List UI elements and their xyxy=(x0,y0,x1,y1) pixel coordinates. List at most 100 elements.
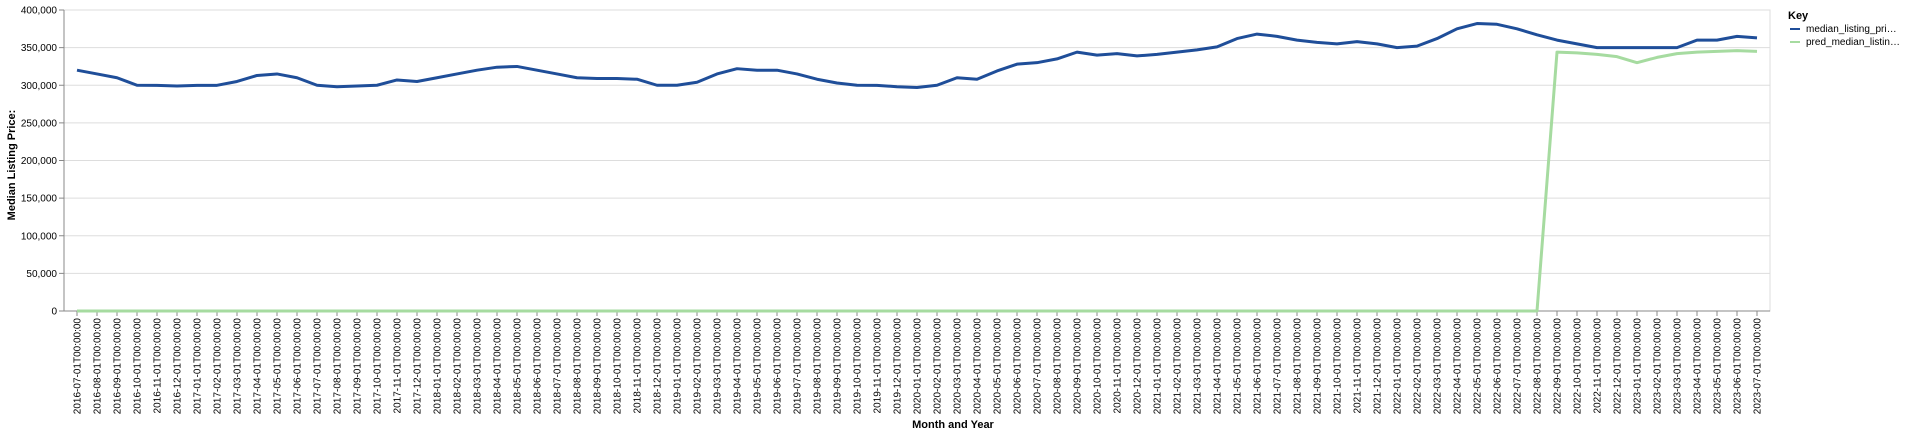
x-tick-label: 2018-10-01T00:00:00 xyxy=(613,318,624,415)
x-tick-label: 2018-11-01T00:00:00 xyxy=(633,318,644,414)
x-tick-label: 2022-02-01T00:00:00 xyxy=(1413,318,1424,415)
x-tick-label: 2017-01-01T00:00:00 xyxy=(193,318,204,415)
x-tick-label: 2016-09-01T00:00:00 xyxy=(113,318,124,415)
x-tick-label: 2023-05-01T00:00:00 xyxy=(1713,318,1724,415)
x-tick-label: 2023-06-01T00:00:00 xyxy=(1733,318,1744,415)
x-tick-label: 2019-04-01T00:00:00 xyxy=(733,318,744,415)
y-tick-label: 250,000 xyxy=(21,118,58,129)
grid xyxy=(63,9,1771,312)
x-tick-label: 2022-09-01T00:00:00 xyxy=(1553,318,1564,415)
series-line-2 xyxy=(77,49,1758,313)
x-tick-label: 2020-07-01T00:00:00 xyxy=(1033,318,1044,415)
x-tick-label: 2017-12-01T00:00:00 xyxy=(413,318,424,415)
x-tick-label: 2020-02-01T00:00:00 xyxy=(933,318,944,415)
x-tick-label: 2018-01-01T00:00:00 xyxy=(433,318,444,415)
legend-label: pred_median_listin… xyxy=(1806,37,1900,48)
x-tick-label: 2021-05-01T00:00:00 xyxy=(1233,318,1244,415)
x-tick-label: 2021-11-01T00:00:00 xyxy=(1353,318,1364,414)
x-tick-label: 2020-09-01T00:00:00 xyxy=(1073,318,1084,415)
x-tick-label: 2022-05-01T00:00:00 xyxy=(1473,318,1484,415)
x-tick-label: 2019-03-01T00:00:00 xyxy=(713,318,724,415)
y-tick-label: 50,000 xyxy=(26,269,57,280)
legend: Key median_listing_pri… pred_median_listi… xyxy=(1788,10,1900,48)
x-tick-label: 2019-08-01T00:00:00 xyxy=(813,318,824,415)
x-tick-label: 2018-04-01T00:00:00 xyxy=(493,318,504,415)
x-tick-label: 2022-04-01T00:00:00 xyxy=(1453,318,1464,415)
legend-title: Key xyxy=(1788,10,1809,22)
x-tick-label: 2017-03-01T00:00:00 xyxy=(233,318,244,415)
x-tick-label: 2018-05-01T00:00:00 xyxy=(513,318,524,415)
x-tick-label: 2022-01-01T00:00:00 xyxy=(1393,318,1404,415)
x-tick-label: 2021-08-01T00:00:00 xyxy=(1293,318,1304,415)
y-axis-title: Median Listing Price: xyxy=(6,110,18,221)
x-tick-label: 2017-06-01T00:00:00 xyxy=(293,318,304,415)
y-tick-label: 0 xyxy=(51,307,57,318)
x-tick-label: 2020-06-01T00:00:00 xyxy=(1013,318,1024,415)
x-tick-label: 2022-12-01T00:00:00 xyxy=(1613,318,1624,415)
x-tick-label: 2018-03-01T00:00:00 xyxy=(473,318,484,415)
x-tick-label: 2020-12-01T00:00:00 xyxy=(1133,318,1144,415)
legend-label: median_listing_pri… xyxy=(1806,24,1897,35)
x-tick-label: 2021-03-01T00:00:00 xyxy=(1193,318,1204,415)
legend-items: median_listing_pri… pred_median_listin… xyxy=(1790,24,1900,48)
y-tick-label: 400,000 xyxy=(21,6,58,17)
axes: 0 50,000 100,000 150,000 200,000 250,000 300,0… xyxy=(21,6,1770,415)
x-tick-label: 2017-04-01T00:00:00 xyxy=(253,318,264,415)
x-tick-label: 2016-10-01T00:00:00 xyxy=(133,318,144,415)
x-tick-label: 2019-12-01T00:00:00 xyxy=(893,318,904,415)
x-tick-label: 2017-08-01T00:00:00 xyxy=(333,318,344,415)
x-tick-label: 2023-03-01T00:00:00 xyxy=(1673,318,1684,415)
x-tick-label: 2016-11-01T00:00:00 xyxy=(153,318,164,414)
x-tick-label: 2020-10-01T00:00:00 xyxy=(1093,318,1104,415)
x-tick-label: 2022-08-01T00:00:00 xyxy=(1533,318,1544,415)
series-lines xyxy=(76,22,1758,313)
x-tick-label: 2018-08-01T00:00:00 xyxy=(573,318,584,415)
x-tick-label: 2018-07-01T00:00:00 xyxy=(553,318,564,415)
x-tick-label: 2021-12-01T00:00:00 xyxy=(1373,318,1384,415)
x-tick-label: 2021-06-01T00:00:00 xyxy=(1253,318,1264,415)
x-axis-title: Month and Year xyxy=(912,419,994,431)
x-tick-label: 2023-07-01T00:00:00 xyxy=(1753,318,1764,415)
x-tick-label: 2022-07-01T00:00:00 xyxy=(1513,318,1524,415)
y-tick-label: 300,000 xyxy=(21,81,58,92)
x-tick-label: 2016-12-01T00:00:00 xyxy=(173,318,184,415)
x-tick-label: 2018-12-01T00:00:00 xyxy=(653,318,664,415)
x-tick-label: 2022-11-01T00:00:00 xyxy=(1593,318,1604,414)
x-tick-label: 2017-07-01T00:00:00 xyxy=(313,318,324,415)
x-tick-label: 2021-10-01T00:00:00 xyxy=(1333,318,1344,415)
x-tick-label: 2020-08-01T00:00:00 xyxy=(1053,318,1064,415)
x-tick-label: 2020-11-01T00:00:00 xyxy=(1113,318,1124,414)
series-line-1 xyxy=(76,22,1758,90)
x-tick-label: 2019-07-01T00:00:00 xyxy=(793,318,804,415)
x-tick-label: 2017-11-01T00:00:00 xyxy=(393,318,404,414)
x-tick-label: 2017-09-01T00:00:00 xyxy=(353,318,364,415)
y-tick-label: 150,000 xyxy=(21,194,58,205)
x-tick-label: 2022-06-01T00:00:00 xyxy=(1493,318,1504,415)
x-tick-label: 2019-06-01T00:00:00 xyxy=(773,318,784,415)
x-tick-label: 2023-04-01T00:00:00 xyxy=(1693,318,1704,415)
x-tick-label: 2017-10-01T00:00:00 xyxy=(373,318,384,415)
x-tick-label: 2019-10-01T00:00:00 xyxy=(853,318,864,415)
x-tick-label: 2022-10-01T00:00:00 xyxy=(1573,318,1584,415)
x-tick-label: 2023-01-01T00:00:00 xyxy=(1633,318,1644,415)
x-tick-label: 2021-09-01T00:00:00 xyxy=(1313,318,1324,415)
x-tick-label: 2019-09-01T00:00:00 xyxy=(833,318,844,415)
y-tick-label: 200,000 xyxy=(21,156,58,167)
x-tick-label: 2021-04-01T00:00:00 xyxy=(1213,318,1224,415)
x-tick-label: 2017-05-01T00:00:00 xyxy=(273,318,284,415)
x-tick-label: 2019-05-01T00:00:00 xyxy=(753,318,764,415)
x-tick-label: 2017-02-01T00:00:00 xyxy=(213,318,224,415)
x-tick-label: 2023-02-01T00:00:00 xyxy=(1653,318,1664,415)
x-tick-label: 2018-02-01T00:00:00 xyxy=(453,318,464,415)
x-tick-label: 2021-02-01T00:00:00 xyxy=(1173,318,1184,415)
x-tick-label: 2019-11-01T00:00:00 xyxy=(873,318,884,414)
x-tick-label: 2020-04-01T00:00:00 xyxy=(973,318,984,415)
y-tick-label: 100,000 xyxy=(21,231,58,242)
x-tick-label: 2022-03-01T00:00:00 xyxy=(1433,318,1444,415)
x-tick-label: 2021-07-01T00:00:00 xyxy=(1273,318,1284,415)
x-tick-label: 2020-01-01T00:00:00 xyxy=(913,318,924,415)
x-tick-label: 2016-07-01T00:00:00 xyxy=(73,318,84,415)
y-tick-label: 350,000 xyxy=(21,43,58,54)
